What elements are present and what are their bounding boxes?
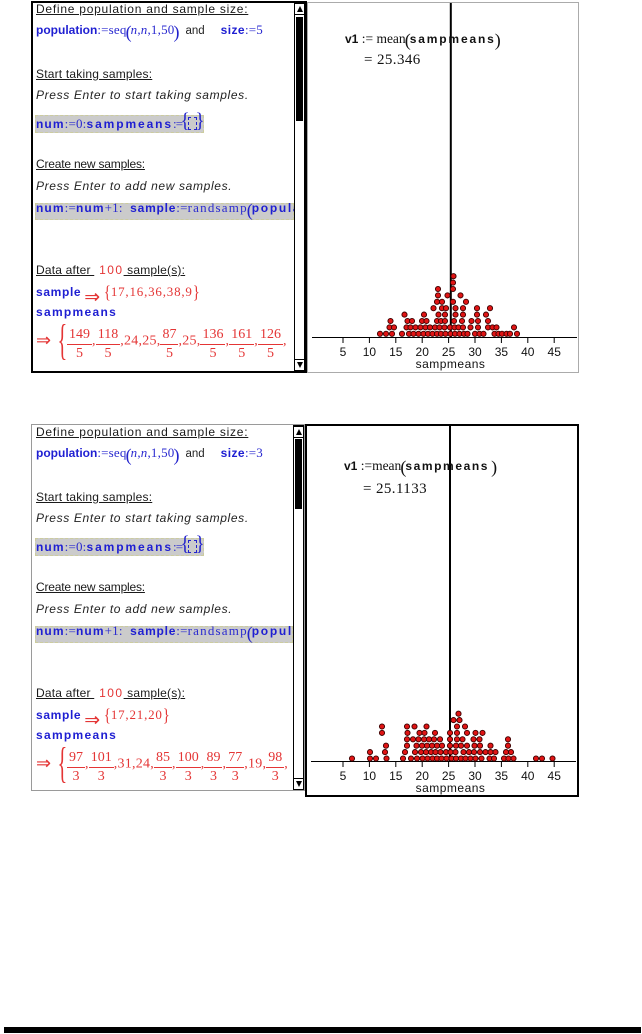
svg-text:45: 45 — [548, 769, 562, 783]
svg-text:sampmeans: sampmeans — [416, 357, 486, 371]
svg-text:25: 25 — [442, 345, 456, 359]
svg-text:5: 5 — [340, 769, 347, 783]
svg-text:35: 35 — [495, 345, 509, 359]
svg-text:45: 45 — [548, 345, 562, 359]
svg-text:30: 30 — [468, 345, 482, 359]
svg-text:25: 25 — [442, 769, 456, 783]
svg-text:5: 5 — [340, 345, 347, 359]
svg-text:20: 20 — [416, 769, 430, 783]
svg-text:30: 30 — [468, 769, 482, 783]
svg-text:15: 15 — [389, 769, 403, 783]
svg-text:sampmeans: sampmeans — [416, 781, 486, 795]
svg-text:15: 15 — [389, 345, 403, 359]
svg-text:10: 10 — [363, 769, 377, 783]
svg-text:20: 20 — [416, 345, 430, 359]
svg-text:40: 40 — [521, 345, 535, 359]
svg-text:40: 40 — [521, 769, 535, 783]
svg-text:35: 35 — [495, 769, 509, 783]
svg-text:10: 10 — [363, 345, 377, 359]
